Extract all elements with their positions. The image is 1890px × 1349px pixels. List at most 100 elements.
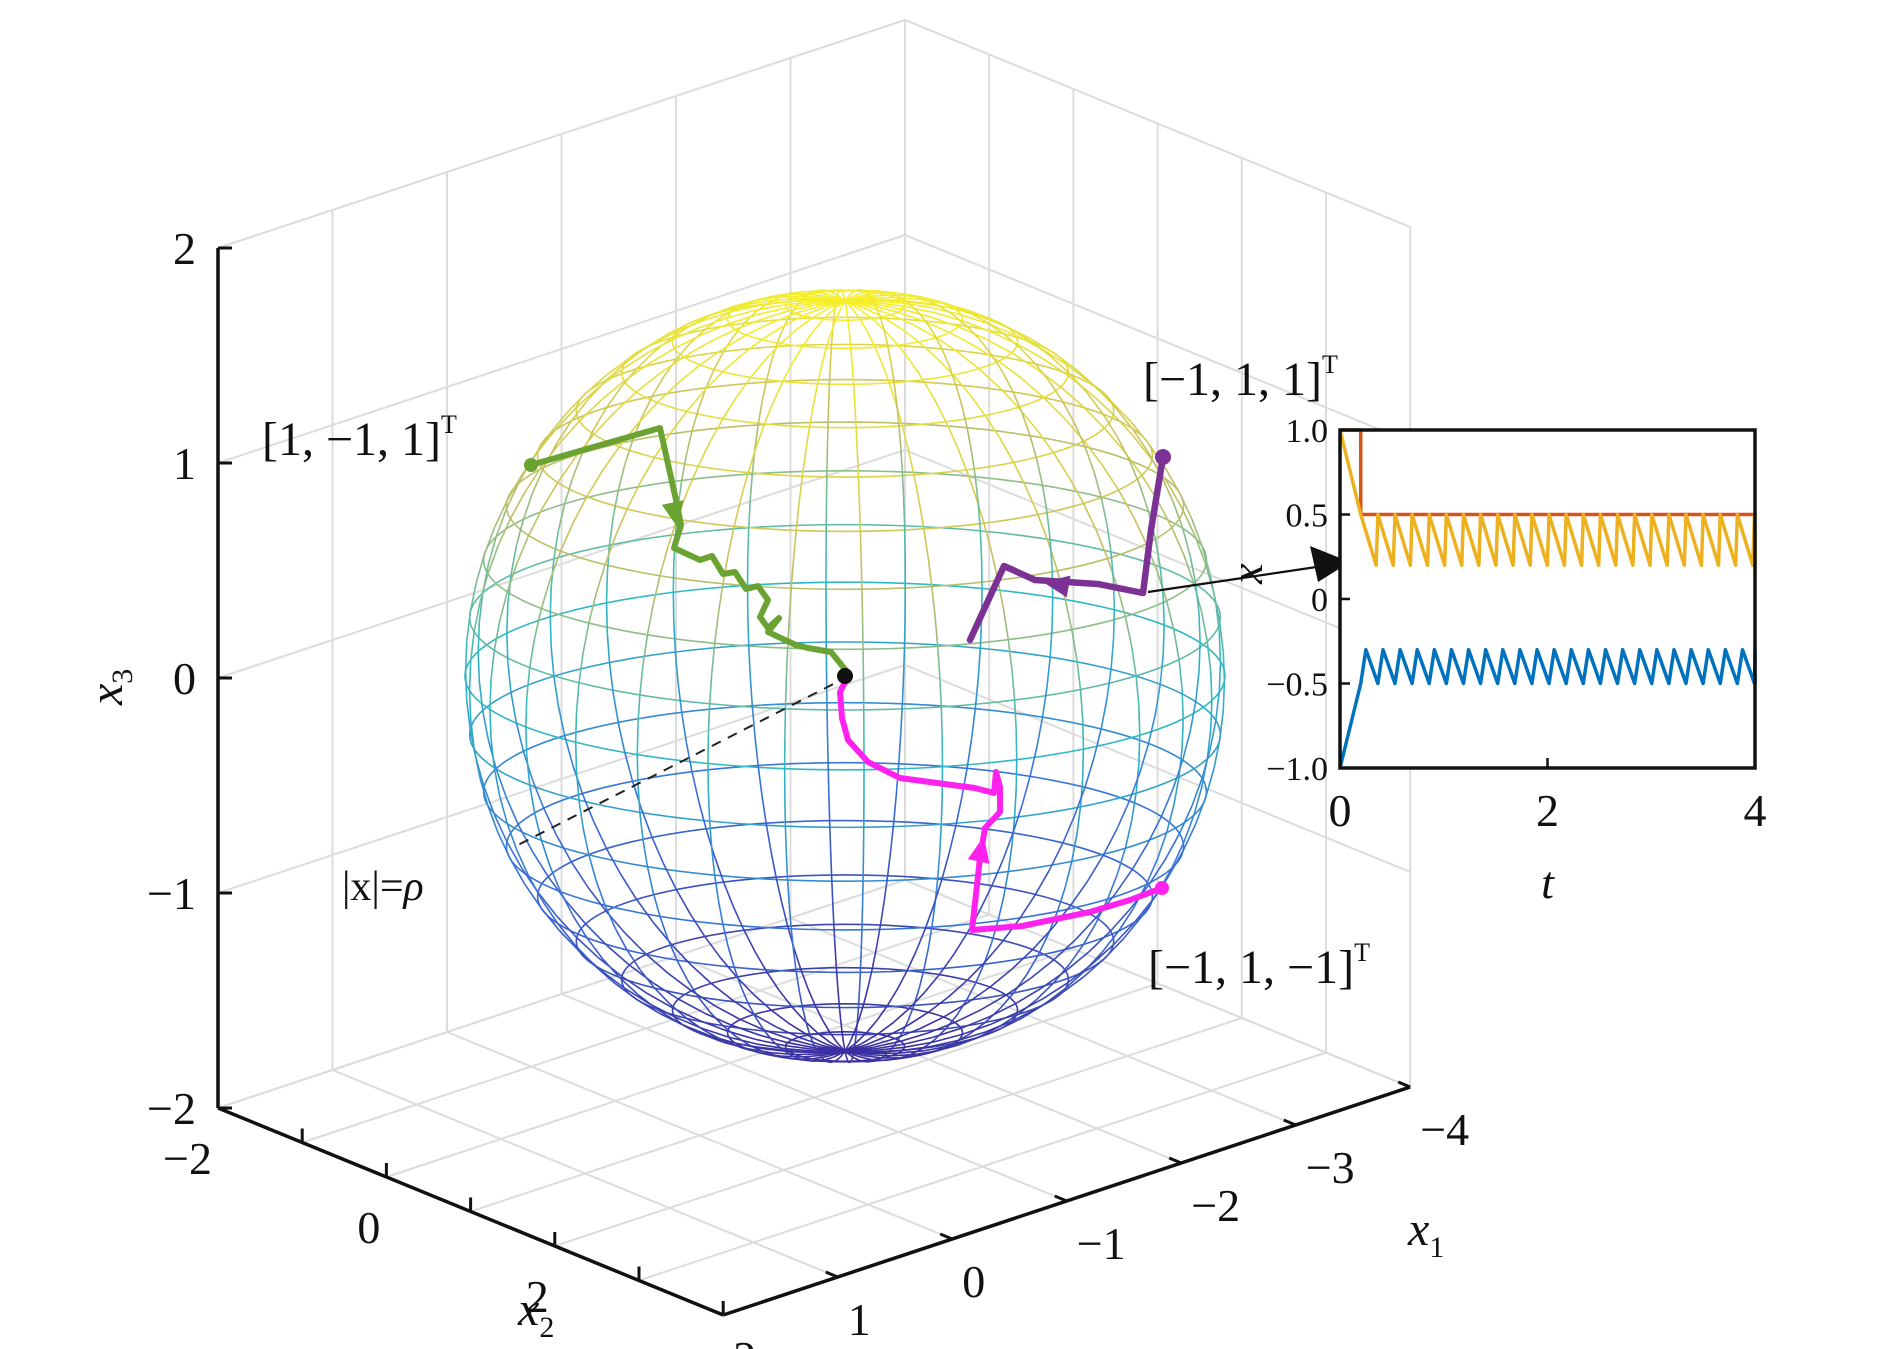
axis-tick <box>1054 1194 1068 1203</box>
sphere-meridian-segment <box>1060 386 1084 408</box>
sphere-meridian-segment <box>923 974 940 994</box>
sphere-meridian-segment <box>805 426 811 452</box>
sphere-meridian-segment <box>1090 393 1114 415</box>
sphere-meridian-segment <box>974 963 985 984</box>
sphere-meridian-segment <box>828 820 832 849</box>
sphere-meridian-segment <box>572 496 588 524</box>
sphere-meridian-segment <box>605 848 622 875</box>
sphere-meridian-segment <box>855 427 859 452</box>
sphere-meridian-segment <box>646 866 654 893</box>
sphere-meridian-segment <box>804 290 819 294</box>
sphere-meridian-segment <box>1046 656 1051 688</box>
sphere-meridian-segment <box>1101 930 1120 953</box>
sphere-meridian-segment <box>1067 963 1092 984</box>
sphere-meridian-segment <box>1172 501 1184 529</box>
sphere-meridian-segment <box>902 308 931 318</box>
sphere-meridian-segment <box>1012 391 1023 414</box>
sphere-meridian-segment <box>997 580 1005 610</box>
sphere-meridian-segment <box>527 508 543 536</box>
sphere-meridian-segment <box>761 309 790 320</box>
sphere-meridian-segment <box>910 360 924 381</box>
sphere-meridian-segment <box>858 972 862 991</box>
sphere-meridian-segment <box>614 928 628 951</box>
sphere-meridian-segment <box>766 971 780 992</box>
sphere-meridian-segment <box>893 292 910 296</box>
sphere-meridian-segment <box>1222 681 1226 711</box>
sphere-meridian-segment <box>659 356 685 375</box>
sphere-meridian-segment <box>1051 597 1054 628</box>
sphere-meridian-segment <box>477 651 481 682</box>
sphere-meridian-segment <box>1079 689 1084 720</box>
sphere-meridian-segment <box>1102 413 1118 437</box>
sphere-meridian-segment <box>826 702 829 733</box>
inset-y-tick-label: 1.0 <box>1286 413 1329 450</box>
sphere-meridian-segment <box>1103 427 1125 452</box>
sphere-meridian-segment <box>897 344 912 362</box>
x3-axis-label: x3 <box>80 669 139 706</box>
sphere-meridian-segment <box>1082 503 1098 531</box>
x2-tick-label: 2 <box>526 1271 549 1322</box>
sphere-meridian-segment <box>936 646 941 677</box>
sphere-meridian-segment <box>464 641 468 671</box>
sphere-meridian-segment <box>935 356 954 376</box>
sphere-meridian-segment <box>1215 690 1221 721</box>
sphere-meridian-segment <box>899 446 904 473</box>
sphere-meridian-segment <box>890 361 895 381</box>
sphere-meridian-segment <box>731 300 755 308</box>
sphere-meridian-segment <box>1084 758 1095 788</box>
sphere-meridian-segment <box>829 290 838 296</box>
sphere-meridian-segment <box>765 1030 793 1041</box>
sphere-meridian-segment <box>1084 446 1095 472</box>
sphere-meridian-segment <box>676 959 688 980</box>
sphere-meridian-segment <box>557 705 566 736</box>
sphere-meridian-segment <box>1191 518 1203 547</box>
sphere-meridian-segment <box>1019 347 1037 365</box>
sphere-meridian-segment <box>786 879 791 906</box>
sphere-meridian-segment <box>877 1021 894 1035</box>
sphere-meridian-segment <box>865 1035 888 1046</box>
sphere-meridian-segment <box>785 1044 816 1051</box>
sphere-meridian-segment <box>888 382 897 404</box>
sphere-meridian-segment <box>850 1058 854 1063</box>
sphere-meridian-segment <box>623 987 650 1005</box>
sphere-meridian-segment <box>1160 788 1174 817</box>
sphere-meridian-segment <box>685 430 693 456</box>
sphere-meridian-segment <box>516 535 530 564</box>
sphere-meridian-segment <box>791 290 806 295</box>
sphere-meridian-segment <box>709 1011 724 1027</box>
green-trajectory-arrow <box>661 500 684 528</box>
sphere-meridian-segment <box>741 1047 762 1055</box>
sphere-meridian-segment <box>826 422 829 446</box>
sphere-meridian-segment <box>934 616 939 647</box>
sphere-meridian-segment <box>897 423 902 447</box>
sphere-meridian-segment <box>1011 1007 1038 1023</box>
sphere-meridian-segment <box>958 326 986 340</box>
sphere-meridian-segment <box>1130 793 1137 822</box>
sphere-meridian-segment <box>617 464 626 491</box>
sphere-meridian-segment <box>802 331 814 347</box>
sphere-meridian-segment <box>1043 397 1066 420</box>
sphere-meridian-segment <box>923 320 950 334</box>
sphere-latitude-ring <box>536 378 1154 533</box>
sphere-meridian-segment <box>697 996 711 1013</box>
sphere-meridian-segment <box>652 891 661 917</box>
sphere-meridian-segment <box>667 321 692 335</box>
sphere-meridian-segment <box>578 652 584 683</box>
sphere-meridian-segment <box>988 1002 1016 1018</box>
sphere-meridian-segment <box>798 295 822 299</box>
sphere-meridian-segment <box>598 368 623 389</box>
sphere-meridian-segment <box>795 502 800 531</box>
sphere-meridian-segment <box>931 586 936 617</box>
grid-line <box>470 982 1158 1213</box>
sphere-meridian-segment <box>1065 951 1090 972</box>
sphere-meridian-segment <box>940 706 943 738</box>
sphere-meridian-segment <box>798 476 804 503</box>
sphere-meridian-segment <box>464 670 468 701</box>
sphere-meridian-segment <box>673 621 677 653</box>
magenta-trajectory <box>837 673 1165 933</box>
sphere-meridian-segment <box>469 583 477 613</box>
sphere-meridian-segment <box>621 975 648 994</box>
sphere-meridian-segment <box>1042 358 1069 377</box>
inset-chart: 1.00.50−0.5−1.00 2 4tx <box>1221 413 1767 908</box>
